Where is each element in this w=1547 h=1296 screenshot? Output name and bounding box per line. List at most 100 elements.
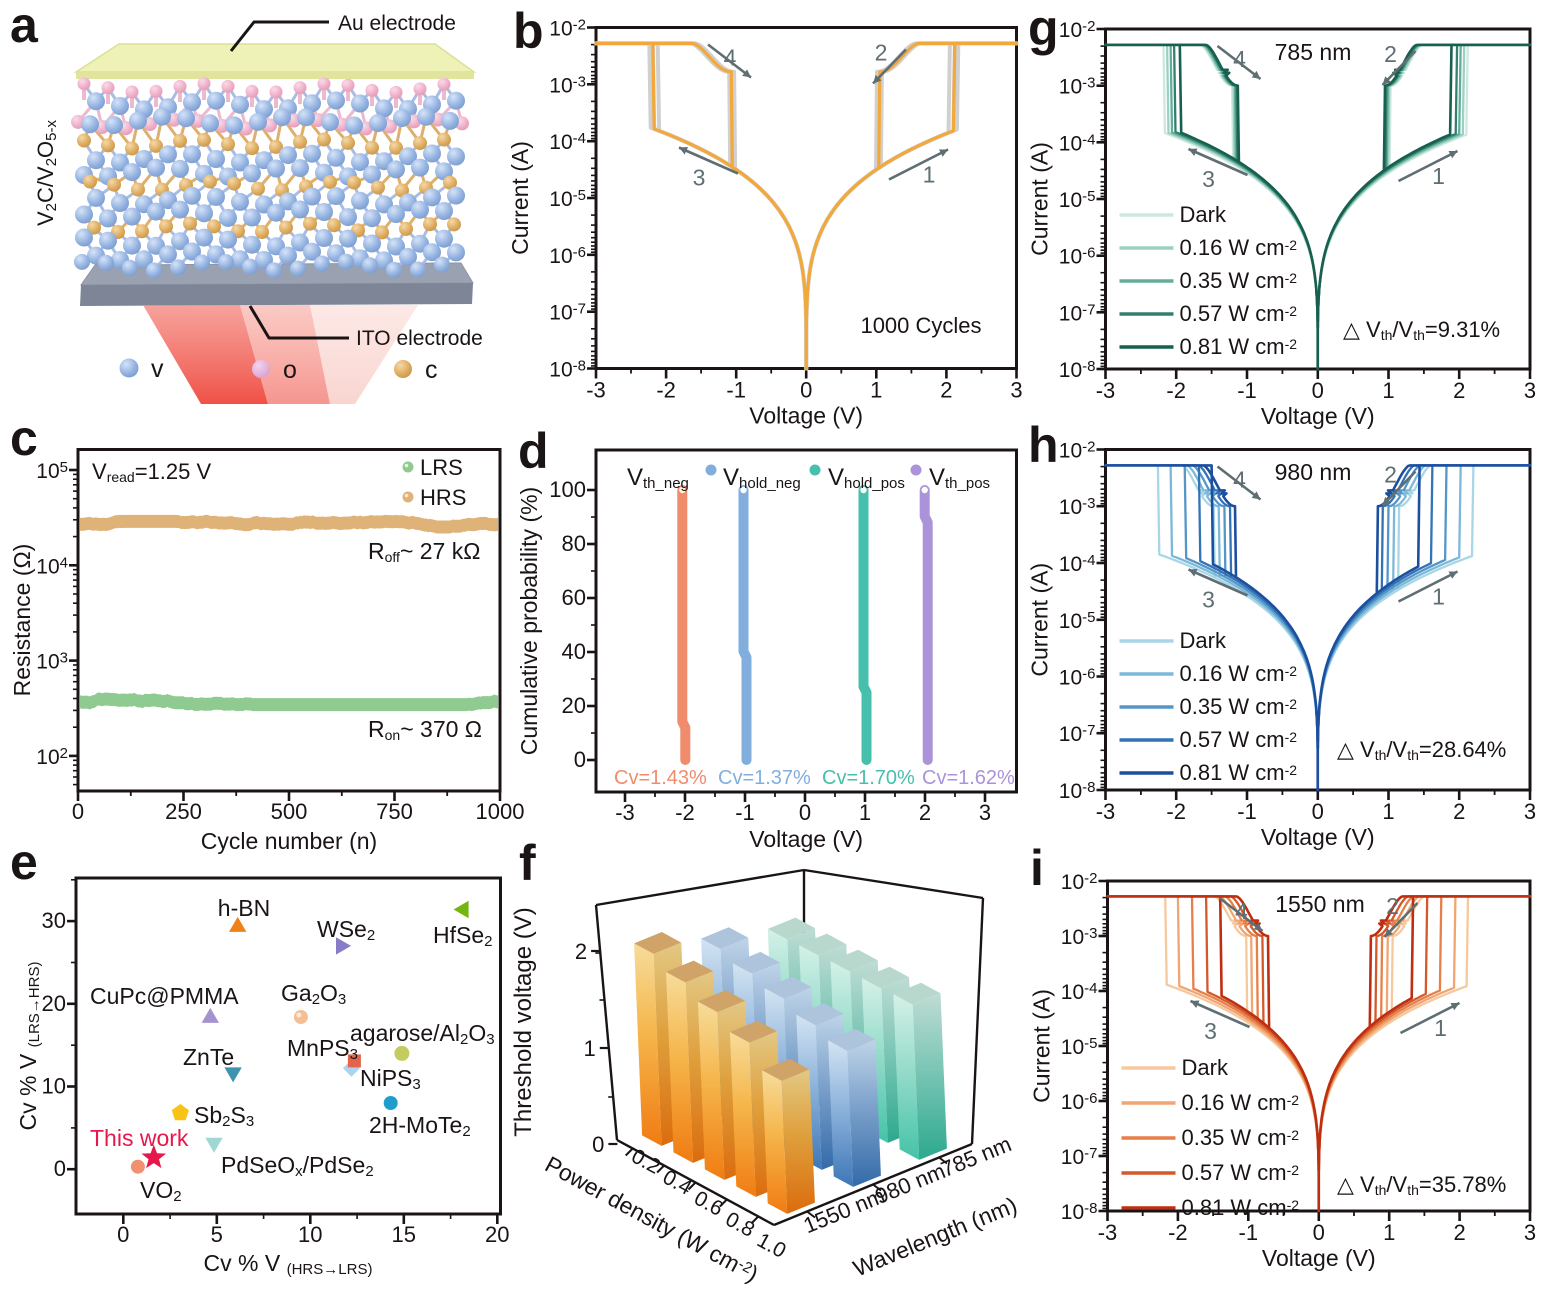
svg-text:100: 100 [549, 477, 586, 502]
svg-text:a: a [10, 0, 39, 53]
svg-text:0: 0 [1312, 378, 1324, 403]
svg-text:3: 3 [1202, 587, 1215, 613]
svg-text:△ Vth/Vth=9.31%: △ Vth/Vth=9.31% [1343, 317, 1500, 343]
svg-text:-1: -1 [1239, 1220, 1259, 1245]
svg-text:1: 1 [1432, 584, 1445, 610]
svg-text:0: 0 [592, 1132, 604, 1157]
svg-text:-1: -1 [735, 800, 755, 825]
svg-text:h: h [1028, 417, 1059, 473]
svg-text:CuPc@PMMA: CuPc@PMMA [90, 983, 239, 1009]
svg-text:Voltage (V): Voltage (V) [749, 403, 863, 429]
svg-text:Vth_pos: Vth_pos [929, 464, 990, 492]
svg-text:1: 1 [1434, 1015, 1447, 1041]
svg-text:Voltage (V): Voltage (V) [1261, 824, 1375, 850]
svg-text:1000: 1000 [476, 799, 525, 824]
svg-text:Dark: Dark [1182, 1055, 1229, 1080]
svg-text:-2: -2 [675, 800, 695, 825]
svg-text:1: 1 [1382, 799, 1394, 824]
svg-text:-3: -3 [586, 378, 606, 403]
svg-text:0.57 W cm-2: 0.57 W cm-2 [1180, 301, 1298, 326]
svg-text:0.35 W cm-2: 0.35 W cm-2 [1180, 268, 1298, 293]
svg-text:5: 5 [211, 1222, 223, 1247]
svg-text:Au electrode: Au electrode [338, 12, 456, 35]
svg-text:d: d [518, 423, 549, 479]
svg-text:This work: This work [90, 1125, 189, 1151]
svg-text:Dark: Dark [1180, 202, 1227, 227]
svg-text:2: 2 [1453, 799, 1465, 824]
svg-text:2: 2 [875, 40, 888, 66]
svg-text:0.35 W cm-2: 0.35 W cm-2 [1180, 694, 1298, 719]
svg-text:2H-MoTe2: 2H-MoTe2 [369, 1112, 471, 1140]
svg-text:h-BN: h-BN [218, 895, 270, 921]
svg-text:750: 750 [376, 799, 413, 824]
svg-text:0: 0 [574, 747, 586, 772]
svg-text:c: c [10, 410, 38, 466]
svg-text:f: f [519, 835, 536, 891]
svg-text:0: 0 [117, 1222, 129, 1247]
svg-text:1: 1 [870, 378, 882, 403]
svg-text:3: 3 [979, 800, 991, 825]
svg-text:Cv=1.70%: Cv=1.70% [822, 767, 915, 789]
svg-text:-1: -1 [1237, 378, 1257, 403]
svg-text:-2: -2 [1166, 799, 1186, 824]
svg-text:1550 nm: 1550 nm [1275, 891, 1365, 917]
svg-text:0.16 W cm-2: 0.16 W cm-2 [1180, 661, 1298, 686]
svg-text:980 nm: 980 nm [1275, 459, 1352, 485]
svg-text:ZnTe: ZnTe [183, 1044, 234, 1070]
svg-text:500: 500 [271, 799, 308, 824]
svg-text:2: 2 [1384, 462, 1397, 488]
svg-text:0: 0 [54, 1156, 66, 1181]
svg-text:-2: -2 [1166, 378, 1186, 403]
svg-text:Cv=1.37%: Cv=1.37% [718, 767, 811, 789]
svg-text:b: b [513, 3, 544, 59]
svg-text:40: 40 [562, 639, 586, 664]
svg-text:3: 3 [1202, 166, 1215, 192]
svg-text:785 nm: 785 nm [1275, 39, 1352, 65]
svg-text:0.57 W cm-2: 0.57 W cm-2 [1180, 727, 1298, 752]
svg-text:-3: -3 [1096, 378, 1116, 403]
svg-text:2: 2 [1386, 893, 1399, 919]
svg-text:g: g [1028, 0, 1059, 56]
svg-text:0.16 W cm-2: 0.16 W cm-2 [1182, 1090, 1300, 1115]
svg-text:e: e [10, 834, 38, 890]
svg-text:Cv=1.62%: Cv=1.62% [922, 767, 1015, 789]
svg-text:2: 2 [1453, 1220, 1465, 1245]
svg-text:0: 0 [1312, 799, 1324, 824]
svg-text:0.81 W cm-2: 0.81 W cm-2 [1180, 760, 1298, 785]
svg-text:1: 1 [1432, 163, 1445, 189]
svg-text:LRS: LRS [420, 455, 463, 480]
svg-text:Current (A): Current (A) [1027, 142, 1053, 256]
svg-text:15: 15 [392, 1222, 416, 1247]
svg-text:ITO electrode: ITO electrode [356, 327, 483, 350]
svg-text:20: 20 [485, 1222, 509, 1247]
svg-text:Resistance (Ω): Resistance (Ω) [9, 544, 35, 697]
svg-text:0: 0 [72, 799, 84, 824]
svg-text:1: 1 [1382, 378, 1394, 403]
svg-text:c: c [425, 356, 438, 384]
svg-text:Cumulative probability (%): Cumulative probability (%) [516, 487, 542, 755]
svg-text:20: 20 [42, 991, 66, 1016]
svg-text:WSe2: WSe2 [317, 916, 375, 944]
svg-text:0.57 W cm-2: 0.57 W cm-2 [1182, 1160, 1300, 1185]
svg-text:0: 0 [1313, 1220, 1325, 1245]
svg-text:-3: -3 [1098, 1220, 1118, 1245]
svg-text:2: 2 [919, 800, 931, 825]
svg-text:HfSe2: HfSe2 [433, 922, 492, 950]
svg-text:i: i [1030, 840, 1044, 896]
svg-text:1: 1 [859, 800, 871, 825]
svg-text:v: v [151, 355, 164, 383]
svg-text:MnPS3: MnPS3 [287, 1035, 358, 1063]
svg-text:agarose/Al2O3: agarose/Al2O3 [350, 1020, 495, 1048]
svg-text:3: 3 [1524, 1220, 1536, 1245]
svg-text:2: 2 [1384, 41, 1397, 67]
svg-text:Voltage (V): Voltage (V) [1262, 1245, 1376, 1271]
svg-text:-2: -2 [656, 378, 676, 403]
svg-text:10: 10 [42, 1074, 66, 1099]
svg-text:Cycle number (n): Cycle number (n) [201, 828, 377, 854]
svg-text:1000 Cycles: 1000 Cycles [860, 313, 981, 338]
svg-text:Threshold voltage (V): Threshold voltage (V) [510, 907, 537, 1136]
svg-text:0: 0 [799, 800, 811, 825]
svg-text:250: 250 [165, 799, 202, 824]
svg-text:3: 3 [693, 165, 706, 191]
svg-text:3: 3 [1204, 1018, 1217, 1044]
